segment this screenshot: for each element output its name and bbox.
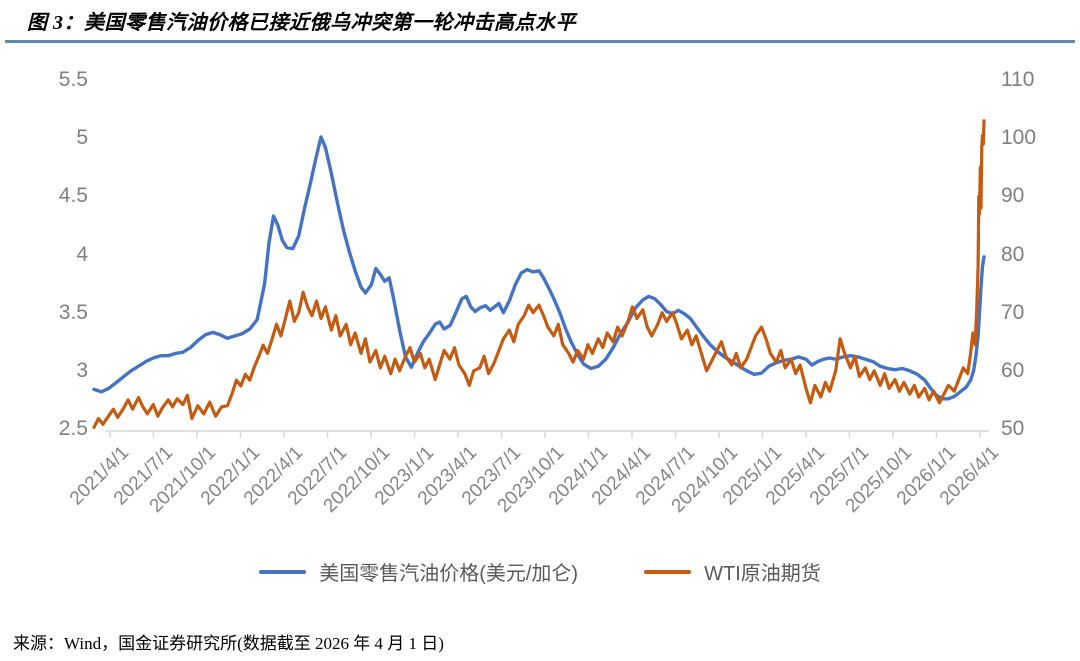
legend-swatch-us-gasoline	[259, 569, 307, 574]
y-left-tick-label: 3.5	[58, 300, 88, 324]
legend-item-us-gasoline: 美国零售汽油价格(美元/加仑)	[259, 557, 578, 586]
figure-title: 图 3：美国零售汽油价格已接近俄乌冲突第一轮冲击高点水平	[27, 12, 576, 34]
y-right-tick-label: 90	[1001, 184, 1025, 208]
legend-swatch-wti	[644, 569, 692, 574]
series-line-wti	[92, 119, 986, 429]
legend-item-wti: WTI原油期货	[644, 557, 821, 586]
y-left-tick-label: 3	[76, 358, 88, 382]
y-left-tick-label: 4	[76, 242, 88, 266]
y-right-tick-label: 100	[1001, 126, 1037, 150]
y-left-tick-label: 2.5	[58, 417, 88, 440]
y-right-tick-label: 110	[1001, 68, 1035, 91]
chart-legend: 美国零售汽油价格(美元/加仑) WTI原油期货	[0, 557, 1080, 586]
y-right-tick-label: 50	[1001, 417, 1025, 440]
y-left-tick-label: 5.5	[58, 68, 88, 91]
y-right-tick-label: 80	[1001, 242, 1025, 266]
series-line-us-gasoline	[92, 135, 986, 401]
y-right-tick-label: 60	[1001, 358, 1025, 382]
y-left-tick-label: 5	[76, 126, 88, 150]
y-right-tick-label: 70	[1001, 300, 1025, 324]
y-left-tick-label: 4.5	[58, 184, 88, 208]
title-underline	[5, 40, 1075, 43]
legend-label-wti: WTI原油期货	[704, 563, 821, 585]
source-note: 来源：Wind，国金证券研究所(数据截至 2026 年 4 月 1 日)	[13, 634, 444, 653]
legend-label-us-gasoline: 美国零售汽油价格(美元/加仑)	[319, 563, 579, 585]
